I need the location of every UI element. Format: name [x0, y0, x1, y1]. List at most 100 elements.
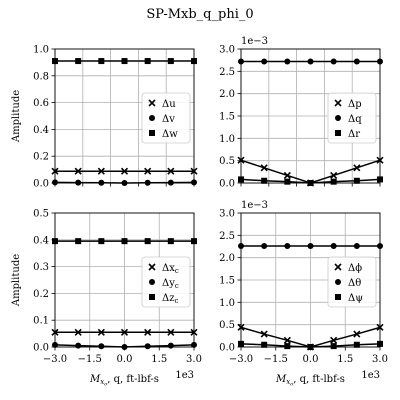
- x-tick-label: 1.5: [151, 354, 167, 365]
- data-point: [98, 343, 105, 350]
- data-point: [330, 243, 337, 250]
- legend-label: Δzc: [162, 293, 179, 305]
- legend-label: Δyc: [162, 278, 179, 290]
- y-tick-label: 3.0: [219, 209, 235, 220]
- y-axis-label: Amplitude: [11, 90, 22, 143]
- chart-panel: −3.0 −1.5 0.0 1.5 3.0 0.0 0.5 1.0 1.5 2.0 2.5 3.0 1e…: [219, 200, 388, 388]
- legend-label: Δxc: [162, 263, 179, 275]
- data-point: [120, 167, 129, 175]
- data-point: [98, 238, 105, 245]
- y-tick-label: 2.5: [219, 231, 235, 242]
- legend: Δp Δq Δr: [327, 92, 377, 144]
- legend: Δϕ Δθ Δψ: [327, 256, 377, 308]
- x-tick-label: 3.0: [372, 354, 388, 365]
- data-point: [330, 343, 337, 350]
- legend: Δxc Δyc Δzc: [141, 256, 191, 308]
- data-point: [144, 58, 151, 65]
- y-tick-label: 1.5: [219, 112, 235, 123]
- data-point: [353, 330, 361, 338]
- x-tick-label: 3.0: [186, 354, 202, 365]
- data-point: [284, 178, 291, 185]
- series: [238, 243, 383, 250]
- legend-marker: [148, 263, 156, 271]
- legend-marker: [149, 115, 155, 121]
- y-tick-label: 1.0: [219, 298, 235, 309]
- data-point: [261, 58, 268, 65]
- axes-frame: [240, 212, 381, 348]
- data-point: [120, 328, 129, 336]
- data-point: [144, 238, 151, 245]
- data-point: [74, 167, 82, 175]
- legend-marker: [149, 130, 155, 136]
- legend-label: Δv: [162, 114, 175, 125]
- data-point: [261, 341, 268, 348]
- y-axis-label: Amplitude: [11, 254, 22, 307]
- data-point: [261, 177, 268, 184]
- data-point: [75, 58, 82, 65]
- y-tick-label: 0.4: [33, 235, 49, 246]
- y-tick-label: 0.5: [219, 156, 235, 167]
- series: [51, 328, 198, 336]
- data-point: [97, 167, 105, 175]
- legend-marker: [335, 279, 341, 285]
- legend-label: Δψ: [348, 293, 363, 304]
- series: [238, 58, 383, 65]
- y-tick-label: 0.4: [33, 125, 49, 136]
- y-tick-label: 0.2: [33, 289, 49, 300]
- y-tick-label: 1.5: [219, 276, 235, 287]
- legend-marker: [334, 99, 342, 107]
- data-point: [121, 238, 128, 245]
- data-point: [75, 238, 82, 245]
- data-point: [330, 336, 338, 344]
- y-tick-label: 0.0: [219, 343, 235, 354]
- data-point: [97, 328, 105, 336]
- axes-frame: [54, 48, 195, 184]
- legend-marker: [335, 130, 341, 136]
- legend-marker: [335, 115, 341, 121]
- data-point: [167, 58, 174, 65]
- legend-label: Δp: [348, 99, 362, 110]
- legend-marker: [149, 294, 155, 300]
- series: [51, 167, 198, 175]
- data-point: [307, 58, 314, 65]
- y-tick-label: 0.0: [219, 179, 235, 190]
- data-point: [144, 328, 152, 336]
- data-point: [353, 164, 361, 172]
- y-tick-label: 0.2: [33, 152, 49, 163]
- legend-label: Δθ: [348, 278, 361, 289]
- x-tick-label: −1.5: [264, 354, 288, 365]
- legend-label: Δr: [348, 129, 360, 140]
- data-point: [353, 177, 360, 184]
- legend-label: Δq: [348, 114, 362, 125]
- data-point: [121, 58, 128, 65]
- y-tick-label: 0.5: [33, 209, 49, 220]
- x-tick-label: −3.0: [43, 354, 67, 365]
- data-point: [144, 167, 152, 175]
- data-point: [167, 342, 174, 349]
- data-point: [261, 243, 268, 250]
- x-offset-label: 1e3: [175, 370, 194, 381]
- data-point: [260, 164, 268, 172]
- data-point: [260, 330, 268, 338]
- legend-marker: [149, 279, 155, 285]
- figure-title: SP-Mxb_q_phi_0: [146, 7, 253, 22]
- legend-label: Δu: [162, 99, 176, 110]
- data-point: [283, 336, 291, 344]
- y-tick-label: 2.0: [219, 89, 235, 100]
- x-axis-label: Mxo, q, ft-lbf-s: [275, 374, 345, 388]
- chart-panel: 0.0 0.2 0.4 0.6 0.8 1.0 Amplitude Δu Δv Δw: [11, 45, 198, 190]
- y-tick-label: 0.5: [219, 320, 235, 331]
- y-offset-label: 1e−3: [241, 36, 268, 47]
- y-tick-label: 1.0: [219, 134, 235, 145]
- y-tick-label: 0.8: [33, 71, 49, 82]
- legend-label: Δw: [162, 129, 178, 140]
- x-axis-label: Mxo, q, ft-lbf-s: [89, 374, 159, 388]
- data-point: [167, 167, 175, 175]
- x-tick-label: 0.0: [117, 354, 133, 365]
- y-tick-label: 0.6: [33, 98, 49, 109]
- chart-panel: −3.0 −1.5 0.0 1.5 3.0 0.0 0.1 0.2 0.3 0.4 0.5 1e3 Am…: [11, 209, 202, 388]
- data-point: [74, 328, 82, 336]
- data-point: [167, 328, 175, 336]
- y-tick-label: 0.0: [33, 179, 49, 190]
